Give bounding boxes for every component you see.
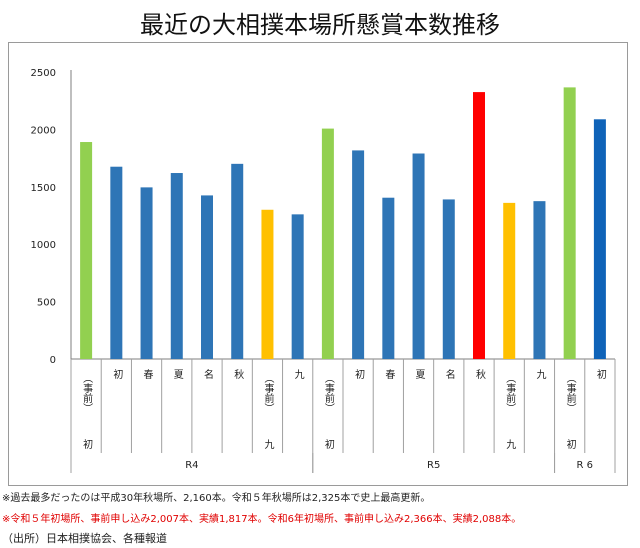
category-sublabel: （事前）	[564, 373, 576, 413]
category-label: 夏	[413, 369, 425, 379]
y-tick-label: 2500	[31, 68, 56, 79]
bar-chart: 05001000150020002500（事前）初初春夏名秋（事前）九九 （事前）…	[31, 68, 616, 473]
bar-7	[261, 209, 274, 359]
bar-11	[382, 197, 395, 359]
category-label: 初	[353, 368, 365, 380]
bar-8	[291, 214, 304, 359]
category-label: 秋	[474, 368, 486, 380]
category-label: 春	[383, 369, 395, 380]
bar-15	[503, 202, 516, 359]
category-sublabel: （事前）	[81, 373, 93, 413]
chart-frame: 0 500 1000 1500 2000 2500 （事前）初初春夏名秋（事前）九九（事前）…	[8, 42, 628, 486]
category-label: 秋	[232, 368, 244, 380]
bar-10	[352, 150, 365, 359]
category-label: 初	[81, 438, 93, 450]
category-sublabel: （事前）	[504, 373, 516, 413]
bar-16	[533, 201, 546, 359]
category-label: 名	[443, 368, 455, 380]
bar-18	[593, 119, 606, 359]
bar-3	[140, 187, 153, 359]
category-label: 夏	[171, 369, 183, 379]
category-label: 九	[292, 369, 304, 379]
bar-4	[170, 173, 183, 359]
bar-2	[110, 166, 123, 359]
bar-14	[473, 92, 485, 359]
y-tick-label: 2000	[31, 125, 56, 136]
group-label: R 6	[577, 460, 594, 471]
group-label: R5	[427, 460, 440, 471]
category-label: 春	[141, 369, 153, 380]
category-label: 九	[262, 439, 274, 449]
bar-9	[321, 128, 334, 359]
bar-5	[201, 195, 213, 359]
bar-1	[80, 142, 93, 359]
category-label: 九	[504, 439, 516, 449]
category-sublabel: （事前）	[322, 373, 334, 413]
bar-17	[563, 87, 576, 359]
source-note: （出所）日本相撲協会、各種報道	[2, 532, 167, 545]
note-record: ※過去最多だったのは平成30年秋場所、2,160本。令和５年秋場所は2,325本…	[2, 493, 431, 504]
y-tick-label: 0	[50, 355, 56, 366]
category-label: 名	[202, 368, 214, 380]
category-sublabel: （事前）	[262, 373, 274, 413]
y-tick-label: 1500	[31, 183, 56, 194]
category-label: 初	[322, 438, 334, 450]
bar-13	[442, 199, 455, 359]
y-tick-label: 500	[37, 298, 56, 309]
bar-6	[231, 163, 244, 359]
category-label: 初	[594, 368, 606, 380]
note-preorders: ※令和５年初場所、事前申し込み2,007本、実績1,817本。令和6年初場所、事…	[2, 514, 522, 525]
category-label: 初	[564, 438, 576, 450]
category-label: 初	[111, 368, 123, 380]
chart-title: 最近の大相撲本場所懸賞本数推移	[140, 11, 500, 39]
category-label: 九	[534, 369, 546, 379]
y-tick-label: 1000	[31, 240, 56, 251]
bar-12	[412, 153, 425, 359]
group-label: R4	[185, 460, 198, 471]
